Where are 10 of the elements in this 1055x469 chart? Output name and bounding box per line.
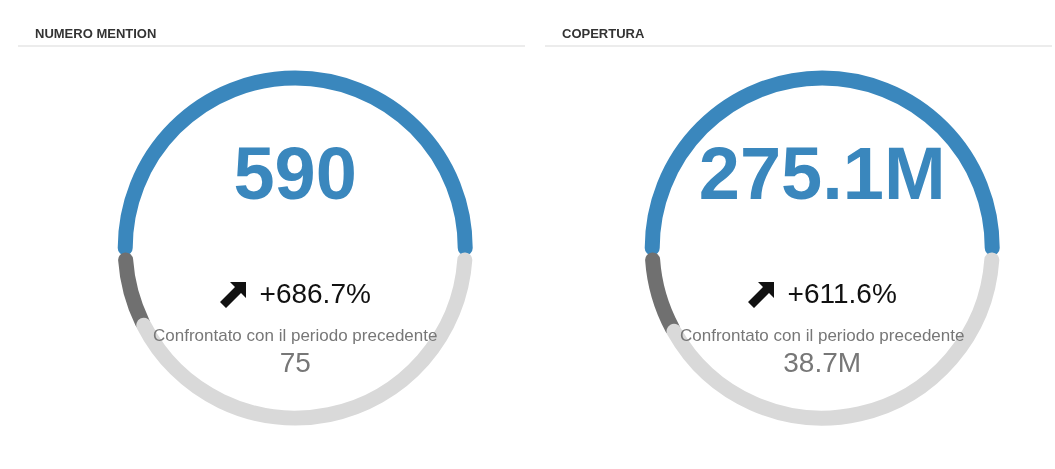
text: Confrontato con il periodo precedente bbox=[679, 325, 965, 345]
data-label: 75 bbox=[279, 346, 311, 378]
text: +611.6% bbox=[787, 278, 897, 310]
text: +686.7% bbox=[259, 278, 371, 310]
text: NUMERO MENTION bbox=[35, 26, 157, 41]
data-label: 38.7M bbox=[783, 346, 862, 378]
text: COPERTURA bbox=[562, 26, 645, 41]
data-label: 275.1M bbox=[698, 131, 946, 215]
data-label: 590 bbox=[233, 131, 357, 215]
text: Confrontato con il periodo precedente bbox=[152, 325, 438, 345]
